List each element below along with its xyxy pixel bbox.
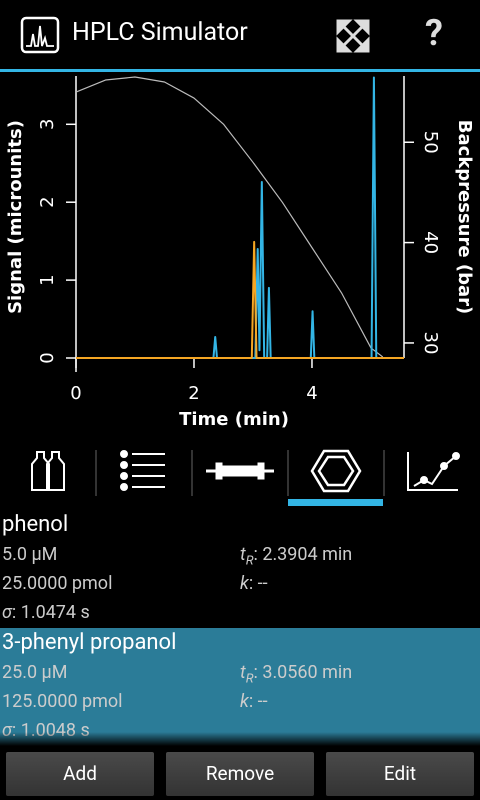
y-axis-label: Signal (microunits) (5, 120, 26, 314)
subscript: R (245, 671, 254, 687)
amount: 125.0000 pmol (2, 691, 123, 712)
help-button[interactable]: ? (425, 12, 443, 54)
value: : 1.0474 s (11, 602, 90, 623)
retention-factor: k: -- (240, 691, 268, 712)
value: : 3.0560 min (253, 662, 353, 683)
y-tick-label: 1 (37, 274, 58, 285)
list-item[interactable]: phenol 5.0 µM 25.0000 pmol tR: 2.3904 min k:… (0, 510, 480, 628)
retention-factor: k: -- (240, 573, 268, 594)
symbol: σ (2, 602, 12, 623)
value: : 2.3904 min (253, 544, 353, 565)
tab-chromatogram[interactable] (407, 452, 460, 491)
button-bar: Add Remove Edit (0, 732, 480, 800)
concentration: 5.0 µM (2, 544, 58, 565)
tab-compound[interactable] (310, 449, 362, 493)
tab-list[interactable] (120, 450, 165, 491)
retention: tR: 2.3904 min (240, 544, 352, 569)
subscript: R (245, 553, 254, 569)
symbol: σ (2, 720, 12, 741)
series-line (76, 240, 404, 359)
y-tick-label: 2 (37, 196, 58, 207)
series-line (76, 76, 404, 359)
tab-indicator (288, 499, 383, 506)
fullscreen-icon[interactable] (336, 19, 370, 53)
app-icon[interactable] (20, 16, 60, 54)
divider (0, 69, 480, 72)
y2-tick-label: 50 (420, 131, 441, 154)
x-tick-label: 2 (188, 383, 199, 404)
edit-button[interactable]: Edit (326, 752, 474, 796)
symbol: k (240, 573, 249, 594)
y-tick-label: 3 (37, 119, 58, 130)
y-tick-label: 0 (37, 352, 58, 363)
compound-name: 3-phenyl propanol (2, 630, 177, 655)
tab-bar (31, 449, 460, 506)
y2-tick-label: 30 (420, 331, 441, 354)
tab-column[interactable] (206, 462, 274, 480)
chart: Time (min) Signal (microunits) Backpress… (5, 76, 475, 430)
symbol: k (240, 691, 249, 712)
y2-axis-label: Backpressure (bar) (454, 120, 475, 314)
symbol: t (240, 662, 246, 683)
x-tick-label: 0 (70, 383, 81, 404)
list-item[interactable]: 3-phenyl propanol 25.0 µM 125.0000 pmol tR:… (0, 628, 480, 746)
tab-samples[interactable] (31, 451, 65, 491)
peak-width: σ: 1.0474 s (2, 602, 90, 623)
value: : -- (248, 691, 268, 712)
amount: 25.0000 pmol (2, 573, 113, 594)
compound-name: phenol (2, 512, 69, 537)
x-tick-label: 4 (306, 383, 317, 404)
series-line (75, 76, 384, 358)
concentration: 25.0 µM (2, 662, 68, 683)
x-axis-label: Time (min) (179, 409, 289, 430)
app-bar-icons (20, 16, 370, 54)
retention: tR: 3.0560 min (240, 662, 352, 687)
app-title: HPLC Simulator (72, 18, 248, 47)
remove-button[interactable]: Remove (166, 752, 314, 796)
symbol: t (240, 544, 246, 565)
value: : -- (248, 573, 268, 594)
y2-tick-label: 40 (420, 231, 441, 254)
add-button[interactable]: Add (6, 752, 154, 796)
